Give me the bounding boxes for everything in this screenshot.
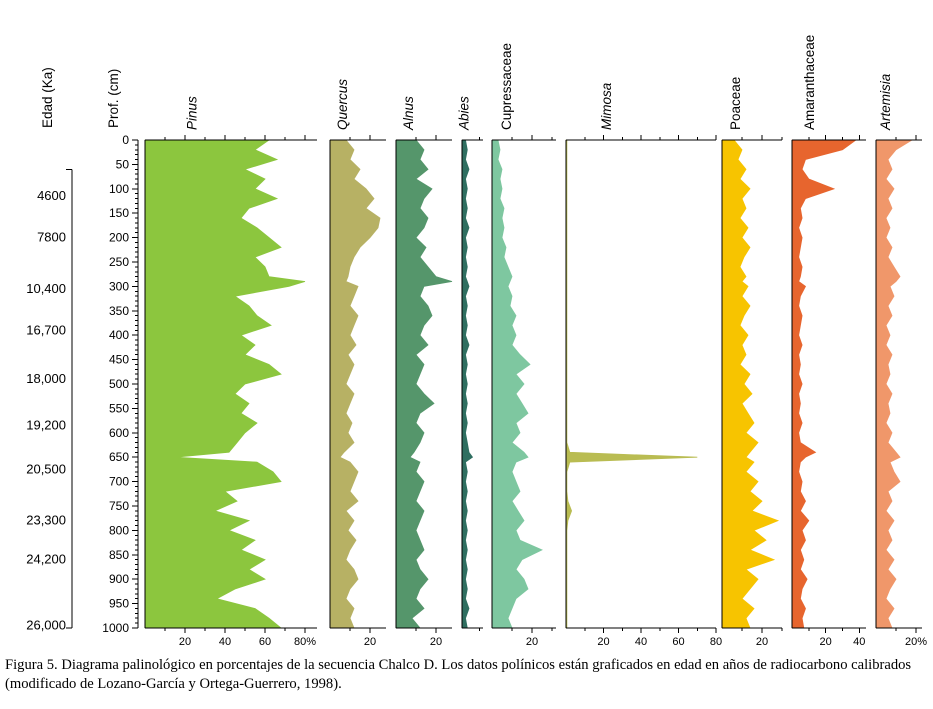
taxon-silhouette bbox=[721, 139, 780, 629]
percent-tick-label: 60 bbox=[672, 636, 684, 648]
taxon-silhouette bbox=[144, 139, 306, 629]
percent-tick-label: 20 bbox=[430, 636, 442, 648]
age-label: 4600 bbox=[37, 188, 66, 203]
depth-label: 400 bbox=[109, 328, 129, 342]
percent-tick-label: 60 bbox=[259, 636, 271, 648]
taxon-header: Pinus bbox=[185, 96, 200, 130]
percent-tick-label: 20 bbox=[597, 636, 609, 648]
depth-label: 800 bbox=[109, 523, 129, 537]
figure-caption: Figura 5. Diagrama palinológico en porce… bbox=[5, 656, 930, 694]
depth-label: 450 bbox=[109, 353, 129, 367]
age-label: 26,000 bbox=[26, 618, 66, 633]
taxon-panel-cupressaceae: 20 Cupressaceae bbox=[491, 43, 556, 648]
percent-tick-label: 20 bbox=[820, 636, 832, 648]
taxon-silhouette bbox=[565, 139, 698, 629]
pollen-diagram-svg: Edad (Ka) 4600 7800 10,400 16,700 18,000 19,20… bbox=[26, 35, 927, 648]
percent-tick-label: 20 bbox=[179, 636, 191, 648]
taxon-header: Artemisia bbox=[878, 73, 893, 131]
depth-label: 700 bbox=[109, 475, 129, 489]
percent-tick-label: 80% bbox=[294, 636, 316, 648]
age-label: 18,000 bbox=[26, 371, 66, 386]
percent-tick-label: 40 bbox=[853, 636, 865, 648]
age-label: 24,200 bbox=[26, 552, 66, 567]
depth-label: 500 bbox=[109, 377, 129, 391]
taxon-panel-amaranthaceae: 20 40 Amaranthaceae bbox=[791, 35, 866, 648]
taxon-silhouette bbox=[491, 139, 543, 629]
depth-label: 250 bbox=[109, 255, 129, 269]
depth-label: 200 bbox=[109, 231, 129, 245]
taxon-panel-pinus: 20 40 60 80% Pinus bbox=[144, 96, 317, 648]
taxon-panel-quercus: 20 Quercus bbox=[329, 79, 386, 648]
taxon-panel-abies: Abies bbox=[456, 96, 483, 631]
taxon-header: Quercus bbox=[335, 79, 350, 130]
depth-label: 550 bbox=[109, 401, 129, 415]
depth-label: 950 bbox=[109, 597, 129, 611]
figure-caption-line2: (modificado de Lozano-García y Ortega-Gu… bbox=[5, 675, 342, 692]
depth-label: 150 bbox=[109, 206, 129, 220]
age-label: 20,500 bbox=[26, 461, 66, 476]
age-label: 23,300 bbox=[26, 513, 66, 528]
taxon-panel-alnus: 20 Alnus bbox=[395, 96, 453, 648]
depth-label: 750 bbox=[109, 499, 129, 513]
depth-label: 900 bbox=[109, 572, 129, 586]
taxon-silhouette bbox=[329, 139, 381, 629]
age-label: 10,400 bbox=[26, 281, 66, 296]
figure-caption-line1: Figura 5. Diagrama palinológico en porce… bbox=[5, 657, 912, 673]
percent-tick-label: 40 bbox=[219, 636, 231, 648]
taxon-header: Cupressaceae bbox=[499, 43, 514, 130]
percent-tick-label: 20 bbox=[364, 636, 376, 648]
taxon-panel-mimosa: 20 40 60 80 Mimosa bbox=[565, 82, 722, 648]
taxon-header: Amaranthaceae bbox=[802, 35, 817, 130]
age-axis: Edad (Ka) 4600 7800 10,400 16,700 18,000 19,20… bbox=[26, 67, 73, 633]
depth-label: 600 bbox=[109, 426, 129, 440]
depth-axis: Prof. (cm)0 50 100 150 200 250 300 350 400 450 500… bbox=[102, 69, 139, 635]
percent-tick-label: 40 bbox=[635, 636, 647, 648]
age-label: 19,200 bbox=[26, 417, 66, 432]
depth-label: 1000 bbox=[102, 621, 129, 635]
taxon-header: Abies bbox=[456, 96, 471, 131]
percent-tick-label: 20 bbox=[756, 636, 768, 648]
age-label: 16,700 bbox=[26, 322, 66, 337]
taxon-header: Mimosa bbox=[599, 82, 614, 130]
percent-tick-label: 20% bbox=[905, 636, 927, 648]
taxon-silhouette bbox=[791, 139, 858, 629]
percent-tick-label: 20 bbox=[526, 636, 538, 648]
depth-label: 850 bbox=[109, 548, 129, 562]
percent-tick-label: 80 bbox=[710, 636, 722, 648]
taxon-panel-poaceae: 20 Poaceae bbox=[721, 77, 783, 648]
taxon-silhouette bbox=[875, 139, 914, 629]
taxon-header: Poaceae bbox=[728, 77, 743, 130]
depth-label: 350 bbox=[109, 304, 129, 318]
age-label: 7800 bbox=[37, 230, 66, 245]
taxon-header: Alnus bbox=[401, 96, 416, 131]
depth-label: 50 bbox=[116, 157, 130, 171]
depth-axis-title: Prof. (cm) bbox=[106, 69, 121, 128]
depth-label: 650 bbox=[109, 450, 129, 464]
depth-label: 300 bbox=[109, 279, 129, 293]
depth-label: 100 bbox=[109, 182, 129, 196]
age-axis-title: Edad (Ka) bbox=[40, 67, 55, 128]
taxon-silhouette bbox=[395, 139, 453, 629]
taxon-panel-artemisia: 20% Artemisia bbox=[875, 73, 927, 648]
taxon-silhouette bbox=[461, 139, 474, 629]
depth-label: 0 bbox=[122, 133, 129, 147]
